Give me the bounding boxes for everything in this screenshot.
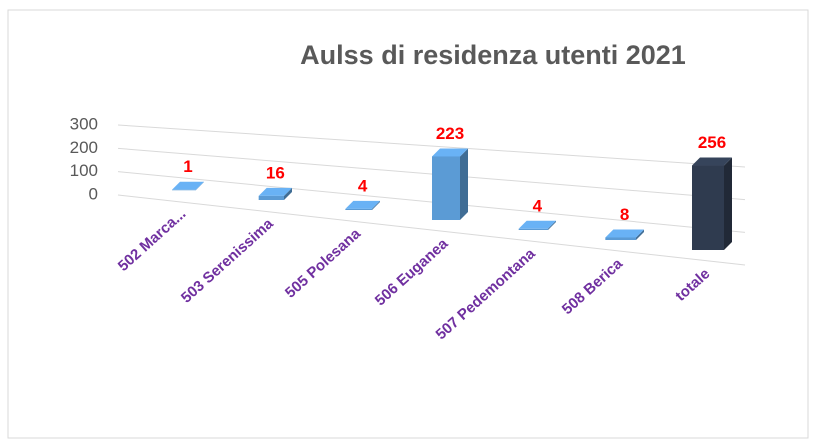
grid-line xyxy=(117,194,746,266)
y-tick-label: 0 xyxy=(89,184,98,203)
value-label: 4 xyxy=(533,196,543,215)
bar-top xyxy=(258,187,292,196)
bar-side xyxy=(284,187,292,200)
bar-top xyxy=(692,157,732,166)
bar xyxy=(258,195,284,200)
grid-line xyxy=(117,147,746,201)
chart-title: Aulss di residenza utenti 2021 xyxy=(300,40,686,70)
bar-side xyxy=(548,220,556,230)
bar-top xyxy=(345,200,380,209)
chart-border xyxy=(7,9,809,439)
bar xyxy=(432,156,460,220)
bar xyxy=(605,237,636,240)
bar-side xyxy=(372,200,380,210)
bar-side xyxy=(460,148,468,220)
value-label: 8 xyxy=(620,205,629,224)
bar-top xyxy=(518,220,556,229)
y-tick-label: 200 xyxy=(70,138,98,157)
value-label: 256 xyxy=(698,133,726,152)
grid-line xyxy=(117,171,746,233)
bar-side xyxy=(636,229,644,240)
y-tick-label: 100 xyxy=(70,161,98,180)
value-label: 223 xyxy=(436,124,464,143)
value-label: 1 xyxy=(183,157,192,176)
bar xyxy=(172,189,196,191)
value-label: 16 xyxy=(266,163,285,182)
value-label: 4 xyxy=(358,176,368,195)
y-tick-label: 300 xyxy=(70,114,98,133)
bar xyxy=(692,165,724,250)
bar-side xyxy=(724,157,732,250)
bar-side xyxy=(196,181,204,190)
bar xyxy=(345,208,372,210)
bar xyxy=(518,228,548,230)
bar-top xyxy=(432,148,468,157)
bar-top xyxy=(605,229,644,238)
grid-line xyxy=(117,124,746,168)
bar-top xyxy=(172,181,204,190)
